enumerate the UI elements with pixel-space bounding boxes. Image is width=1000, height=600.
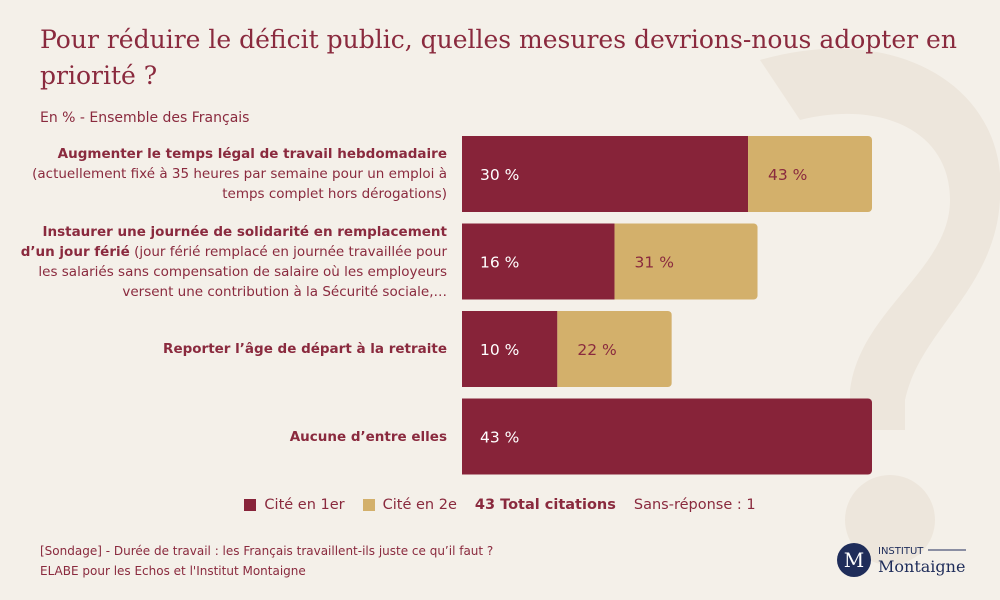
bar-segment [557,311,672,387]
bar-segment [462,223,615,300]
category-name: Reporter l’âge de départ à la retraite [163,341,447,357]
source: [Sondage] - Durée de travail : les Franç… [40,541,493,581]
source-line: [Sondage] - Durée de travail : les Franç… [40,544,494,558]
category-text: Aucune d’entre elles [290,427,447,447]
category-label: Reporter l’âge de départ à la retraite [20,311,447,387]
source-line: ELABE pour les Echos et l'Institut Monta… [40,564,306,578]
legend-item: Cité en 1er [244,497,345,513]
chart-title: Pour réduire le déficit public, quelles … [40,25,957,90]
value-label: 16 % [480,254,519,272]
legend: Cité en 1er Cité en 2e 43 Total citation… [0,497,1000,513]
category-detail: (actuellement fixé à 35 heures par semai… [32,166,447,202]
value-label: 43 % [768,166,807,184]
legend-item: Cité en 2e [362,497,457,513]
chart-subtitle: En % - Ensemble des Français [40,110,250,126]
bar-segment [462,136,749,212]
category-label: Aucune d’entre elles [20,399,447,475]
category-text: Augmenter le temps légal de travail hebd… [20,144,447,204]
value-label: 30 % [480,166,519,184]
category-detail: (jour férié remplacé en journée travaill… [38,243,447,300]
category-name: Instaurer une journée de solidarité en r… [20,223,447,260]
category-label: Instaurer une journée de solidarité en r… [20,224,447,300]
category-text: Reporter l’âge de départ à la retraite [163,339,447,359]
value-label: 22 % [577,341,616,359]
legend-swatch [362,499,375,511]
logo-circle [837,543,871,577]
category-label: Augmenter le temps légal de travail hebd… [20,136,447,212]
value-label: 10 % [480,341,519,359]
legend-label: Cité en 2e [382,497,457,513]
legend-total: 43 Total citations [474,497,616,513]
logo-top: INSTITUT [878,546,924,557]
value-label: 43 % [480,429,519,447]
category-name: Aucune d’entre elles [289,428,447,445]
category-name: Augmenter le temps légal de travail hebd… [57,146,447,162]
bar-segment [462,311,558,387]
bar-segment [748,136,872,212]
bar-segment [462,398,872,475]
logo-name: Montaigne [878,557,965,576]
value-label: 31 % [635,254,674,272]
legend-label: Cité en 1er [264,497,345,513]
no-answer-note: Sans-réponse : 1 [633,497,756,513]
logo-letter: M [844,548,864,572]
category-text: Instaurer une journée de solidarité en r… [20,222,447,302]
question-mark-dot [845,475,935,565]
logo: M INSTITUT Montaigne [837,543,966,577]
legend-swatch [244,499,257,511]
bar-segment [614,223,758,300]
question-mark-shape [760,48,1000,430]
